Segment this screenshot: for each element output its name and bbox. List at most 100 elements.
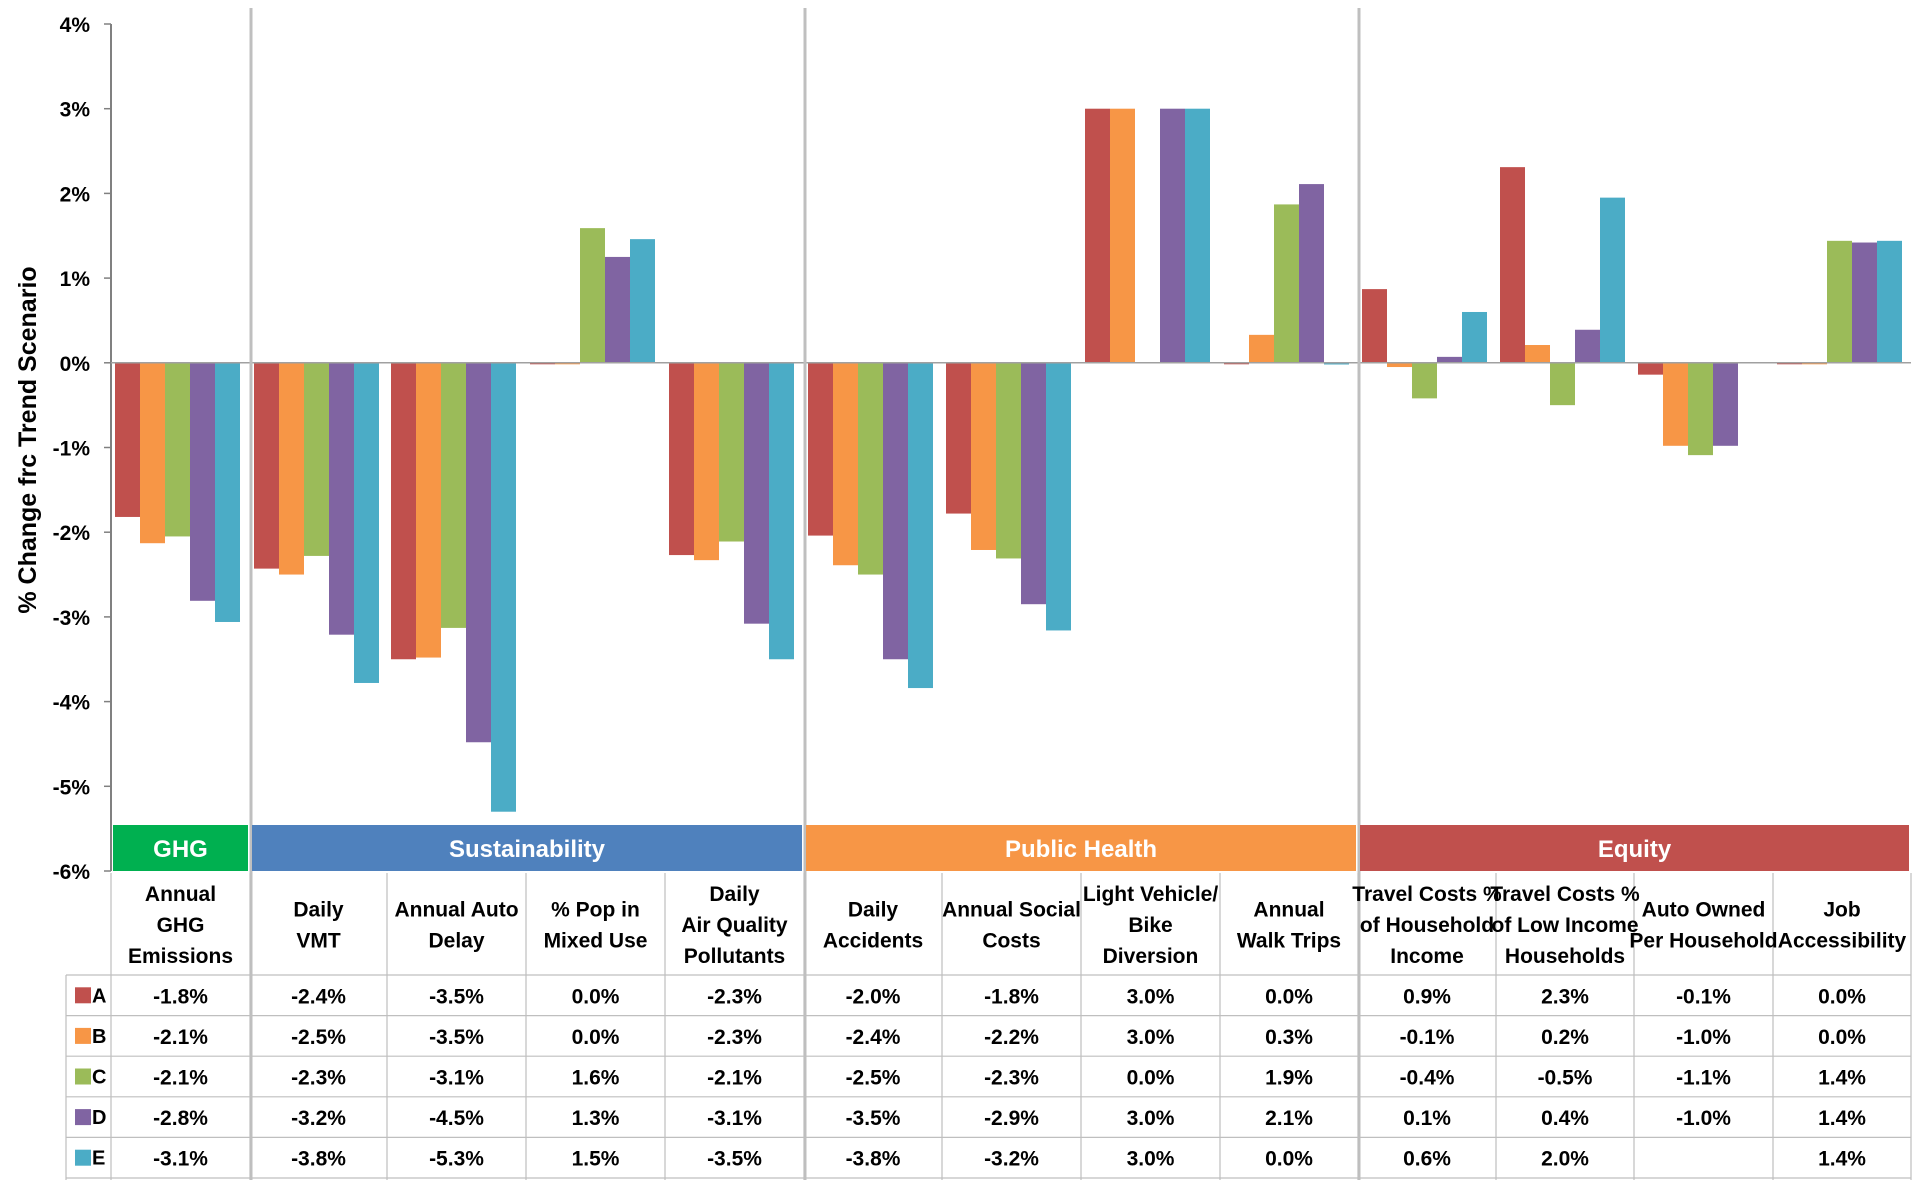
category-label: Light Vehicle/ <box>1083 883 1219 906</box>
bar-a-0 <box>115 363 140 517</box>
bar-b-8 <box>1249 335 1274 363</box>
bar-b-4 <box>694 363 719 560</box>
data-label: 0.9% <box>1403 985 1451 1008</box>
data-label: 1.5% <box>572 1148 620 1171</box>
y-tick-label: 4% <box>60 14 91 37</box>
category-label: Daily <box>293 899 344 922</box>
bar-a-11 <box>1638 363 1663 375</box>
data-label: -1.0% <box>1676 1026 1731 1049</box>
legend-label-a: A <box>92 985 106 1007</box>
category-label: Annual Social <box>942 899 1081 922</box>
data-label: 1.6% <box>572 1067 620 1090</box>
data-label: 2.1% <box>1265 1107 1313 1130</box>
bar-a-10 <box>1500 167 1525 363</box>
category-label: Bike <box>1128 914 1172 937</box>
legend-label-e: E <box>92 1148 105 1170</box>
data-label: 2.3% <box>1541 985 1589 1008</box>
category-label: Walk Trips <box>1237 930 1341 953</box>
data-label: -4.5% <box>429 1107 484 1130</box>
category-label: Travel Costs % <box>1352 883 1502 906</box>
data-label: -3.5% <box>707 1148 762 1171</box>
category-label: of Household <box>1360 914 1494 937</box>
category-label: Emissions <box>128 945 233 968</box>
y-tick-label: -5% <box>53 776 91 799</box>
data-label: -3.8% <box>846 1148 901 1171</box>
bars-layer <box>115 109 1902 812</box>
bar-a-7 <box>1085 109 1110 363</box>
category-label: Annual Auto <box>394 899 518 922</box>
data-label: -1.8% <box>984 985 1039 1008</box>
y-tick-label: -1% <box>53 438 91 461</box>
group-header-label: Sustainability <box>449 836 606 863</box>
category-label: Mixed Use <box>544 930 648 953</box>
bar-e-10 <box>1600 198 1625 363</box>
data-label: -2.8% <box>153 1107 208 1130</box>
bar-c-5 <box>858 363 883 575</box>
data-label: -0.1% <box>1400 1026 1455 1049</box>
data-label: -5.3% <box>429 1148 484 1171</box>
data-label: -2.1% <box>153 1067 208 1090</box>
bar-d-1 <box>329 363 354 635</box>
data-label: -3.1% <box>429 1067 484 1090</box>
data-label: 1.9% <box>1265 1067 1313 1090</box>
category-label: Accidents <box>823 930 923 953</box>
y-tick-label: -4% <box>53 692 91 715</box>
bar-c-9 <box>1412 363 1437 399</box>
bar-d-12 <box>1852 243 1877 363</box>
data-label: -2.5% <box>291 1026 346 1049</box>
y-tick-label: 1% <box>60 268 91 291</box>
data-label: -2.3% <box>984 1067 1039 1090</box>
bar-b-11 <box>1663 363 1688 446</box>
bar-b-6 <box>971 363 996 550</box>
data-label: -2.4% <box>846 1026 901 1049</box>
data-label: 2.0% <box>1541 1148 1589 1171</box>
category-label: Diversion <box>1103 945 1199 968</box>
category-label: Daily <box>848 899 899 922</box>
category-label: Auto Owned <box>1642 899 1766 922</box>
legend-label-b: B <box>92 1026 106 1048</box>
category-label: Air Quality <box>681 914 788 937</box>
bar-d-4 <box>744 363 769 624</box>
data-label: -3.5% <box>429 1026 484 1049</box>
data-label: -2.9% <box>984 1107 1039 1130</box>
category-label: Income <box>1390 945 1464 968</box>
y-tick-label: 0% <box>60 353 91 376</box>
group-header-label: Public Health <box>1005 836 1157 863</box>
data-label: -0.5% <box>1538 1067 1593 1090</box>
bar-b-7 <box>1110 109 1135 363</box>
bar-e-1 <box>354 363 379 683</box>
y-axis-label: % Change frc Trend Scenario <box>14 266 42 613</box>
category-groups-layer: GHG Sustainability Public Health Equity <box>113 825 1909 871</box>
data-label: 0.1% <box>1403 1107 1451 1130</box>
bar-d-2 <box>466 363 491 742</box>
data-label: 0.6% <box>1403 1148 1451 1171</box>
data-label: -2.3% <box>291 1067 346 1090</box>
data-label: -3.2% <box>291 1107 346 1130</box>
legend-label-d: D <box>92 1107 106 1129</box>
bar-b-1 <box>279 363 304 575</box>
bar-e-12 <box>1877 241 1902 363</box>
bar-c-10 <box>1550 363 1575 405</box>
data-label: -3.8% <box>291 1148 346 1171</box>
data-label: 0.0% <box>1265 1148 1313 1171</box>
category-label: Pollutants <box>684 945 786 968</box>
data-label: -0.1% <box>1676 985 1731 1008</box>
bar-e-2 <box>491 363 516 812</box>
data-label: 0.2% <box>1541 1026 1589 1049</box>
category-label: Job <box>1823 899 1860 922</box>
bar-d-0 <box>190 363 215 601</box>
bar-c-1 <box>304 363 329 556</box>
data-label: -2.1% <box>153 1026 208 1049</box>
legend-swatch-a <box>75 987 91 1003</box>
y-tick-label: -2% <box>53 522 91 545</box>
bar-d-8 <box>1299 184 1324 363</box>
bar-a-9 <box>1362 289 1387 363</box>
data-label: -2.4% <box>291 985 346 1008</box>
legend-swatch-e <box>75 1150 91 1166</box>
data-label: 1.3% <box>572 1107 620 1130</box>
data-label: 0.0% <box>1818 985 1866 1008</box>
y-tick-label: 3% <box>60 99 91 122</box>
bar-e-7 <box>1185 109 1210 363</box>
bar-e-5 <box>908 363 933 688</box>
